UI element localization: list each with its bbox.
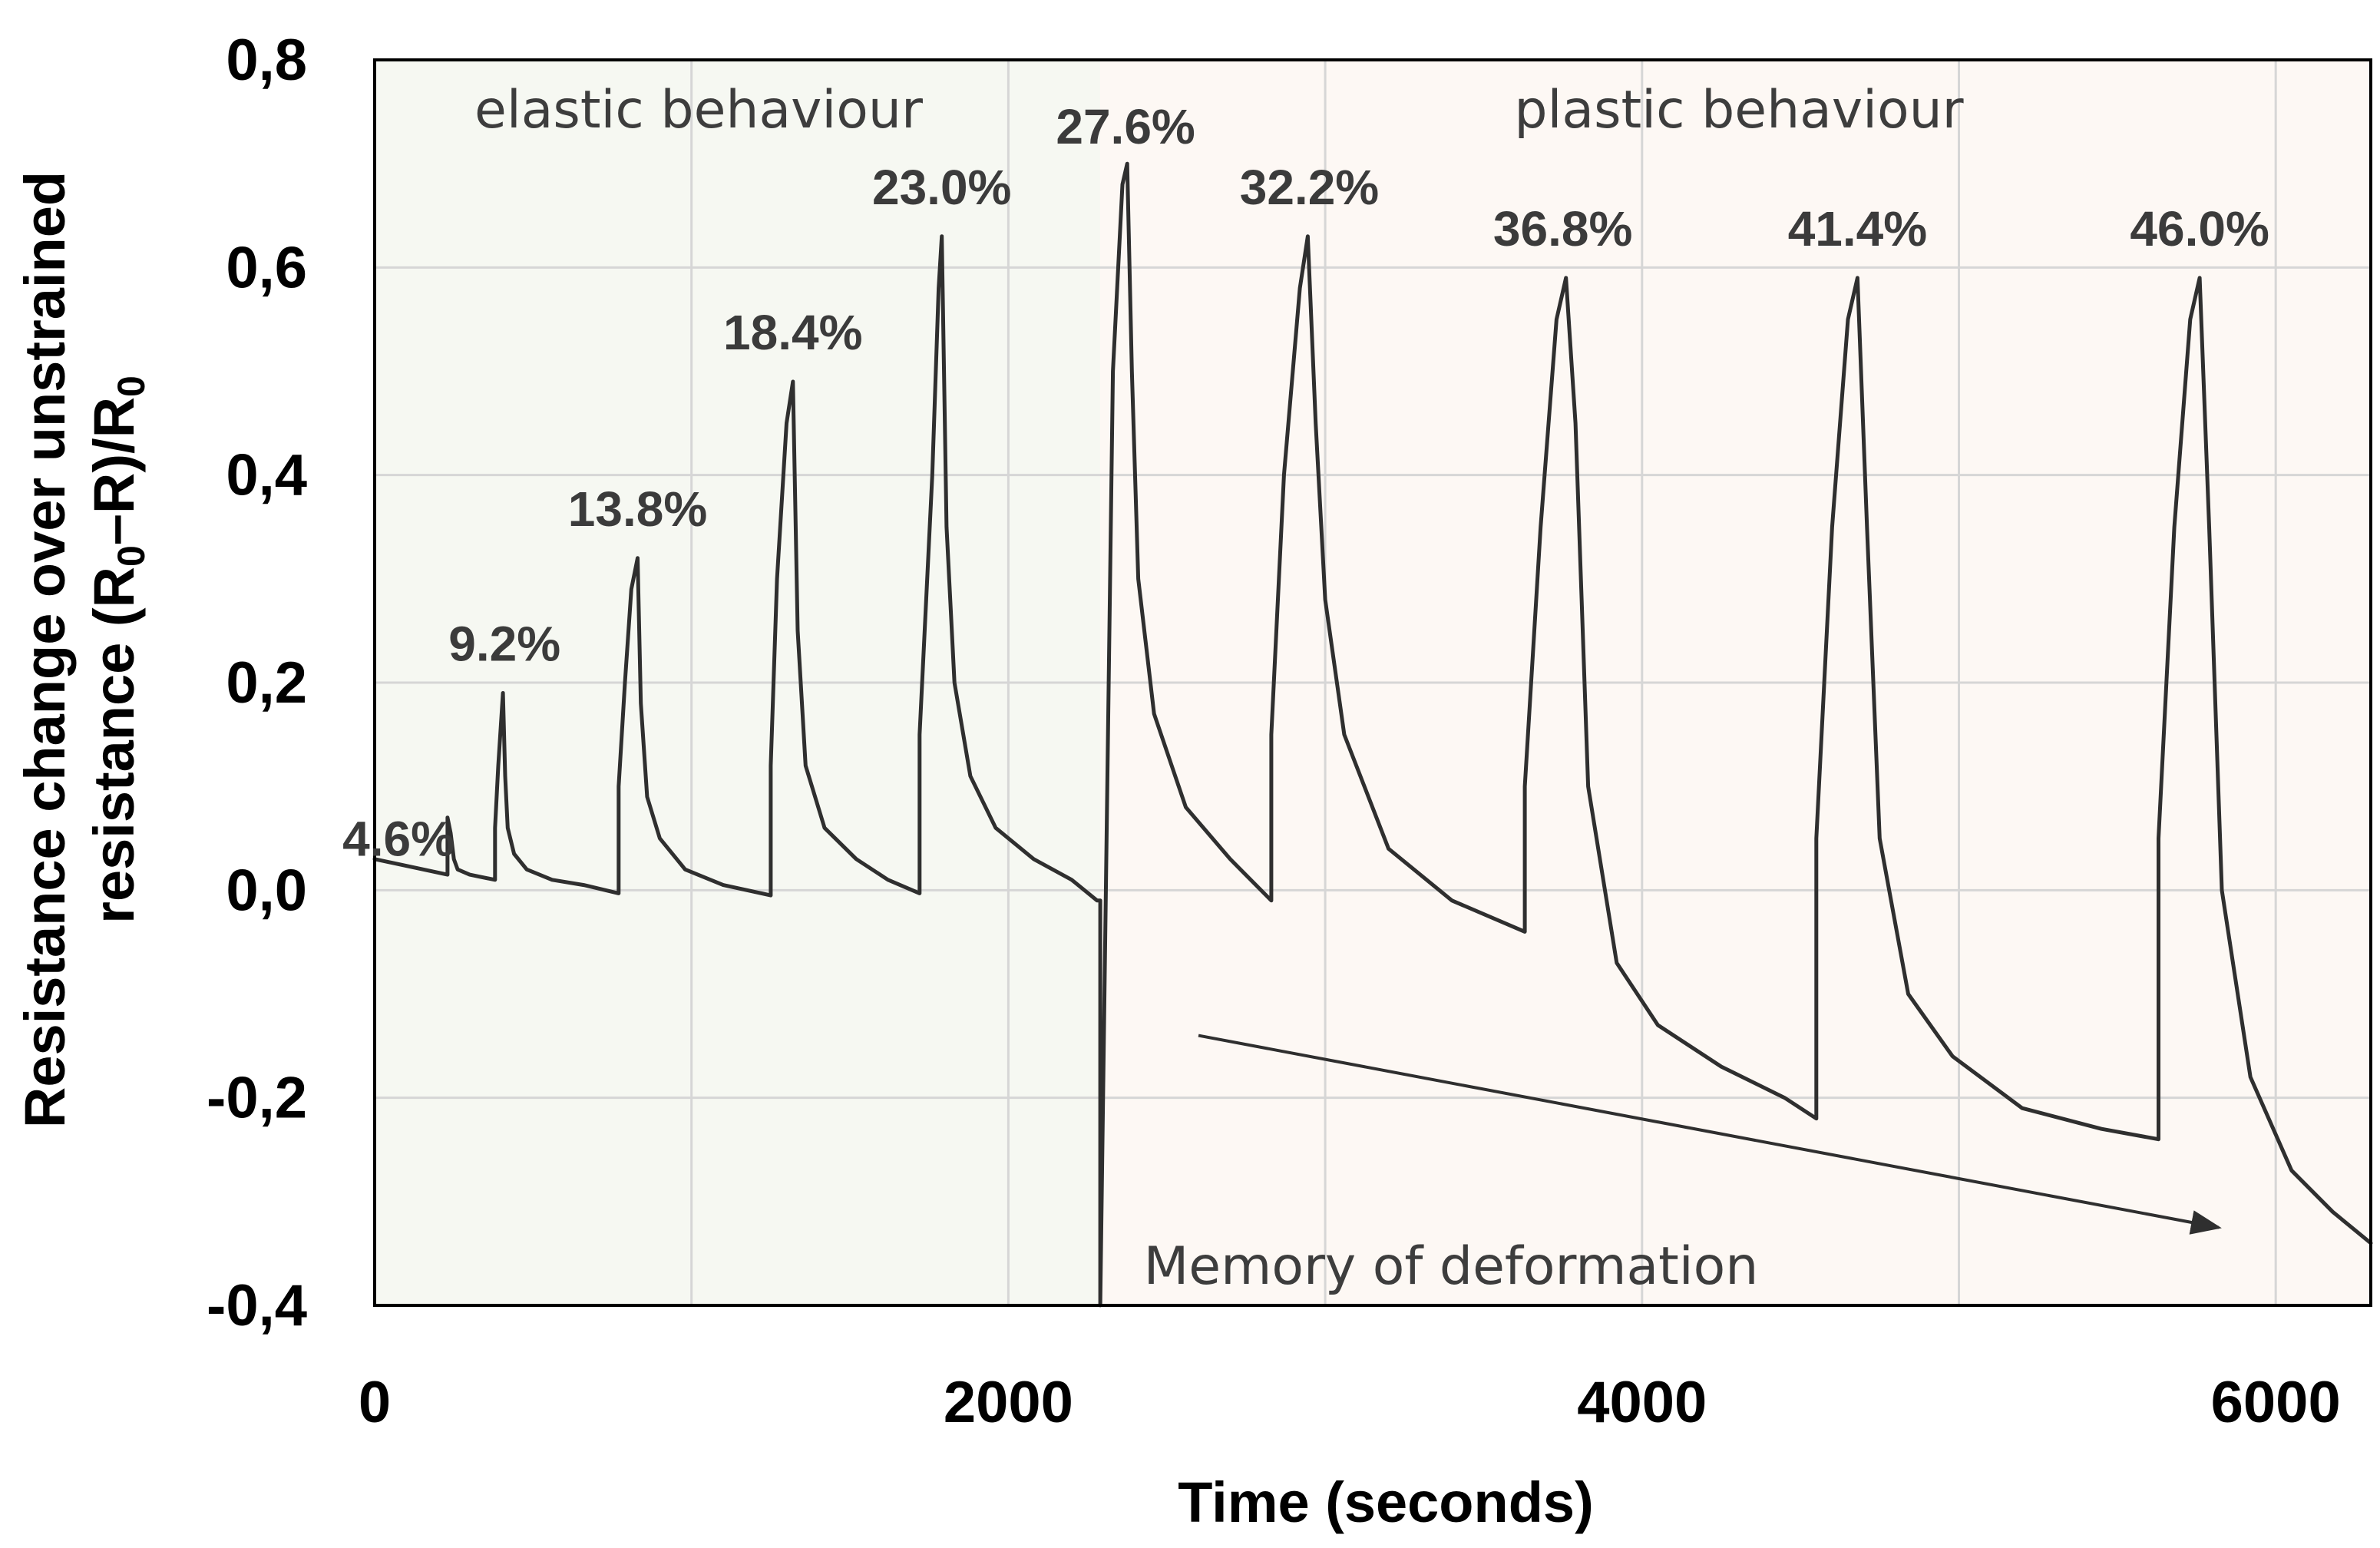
strain-label: 41.4% <box>1788 201 1927 256</box>
x-tick-label: 6000 <box>2211 1370 2341 1435</box>
plot-frame <box>373 58 2372 1307</box>
memory-arrow <box>1198 1034 2222 1235</box>
x-tick-label: 2000 <box>944 1370 1073 1435</box>
plastic-label: plastic behaviour <box>1514 80 1963 141</box>
y-tick-label: -0,2 <box>207 1066 307 1131</box>
strain-label: 18.4% <box>723 305 862 360</box>
strain-labels: 4.6% 9.2% 13.8% 18.4% 23.0% 27.6% 32.2% 36.8% 41… <box>342 99 2269 867</box>
strain-label: 23.0% <box>872 160 1011 215</box>
strain-label: 13.8% <box>568 481 707 537</box>
y-axis-title-sub1: 0 <box>110 545 153 567</box>
y-axis-title-sub2: 0 <box>110 375 153 397</box>
series-line <box>372 161 2373 1308</box>
y-axis-ticks: -0,4 -0,2 0,0 0,2 0,4 0,6 0,8 <box>207 28 307 1338</box>
strain-label: 36.8% <box>1493 201 1632 256</box>
y-tick-label: 0,0 <box>226 858 307 923</box>
x-tick-label: 4000 <box>1577 1370 1707 1435</box>
y-tick-label: 0,8 <box>226 28 307 93</box>
x-tick-label: 0 <box>359 1370 391 1435</box>
x-axis-ticks: 0 2000 4000 6000 <box>359 1370 2341 1435</box>
y-axis-title: Resistance change over unstrained resist… <box>13 171 153 1128</box>
elastic-label: elastic behaviour <box>474 80 923 141</box>
x-axis-title: Time (seconds) <box>1178 1470 1593 1534</box>
y-tick-label: 0,2 <box>226 650 307 716</box>
memory-label: Memory of deformation <box>1144 1236 1759 1297</box>
strain-label: 4.6% <box>342 812 455 867</box>
strain-label: 46.0% <box>2130 201 2269 256</box>
strain-label: 32.2% <box>1240 160 1379 215</box>
y-tick-label: 0,4 <box>226 443 307 508</box>
y-axis-title-part2: –R)/R <box>82 397 146 545</box>
strain-label: 27.6% <box>1056 99 1195 154</box>
series-layer <box>372 161 2373 1308</box>
y-axis-title-part1: resistance (R <box>82 567 146 924</box>
strain-label: 9.2% <box>448 617 560 672</box>
y-tick-label: -0,4 <box>207 1273 307 1338</box>
y-axis-title-line1: Resistance change over unstrained <box>13 171 77 1128</box>
y-tick-label: 0,6 <box>226 235 307 300</box>
y-axis-title-line2: resistance (R0–R)/R0 <box>82 375 153 924</box>
arrow-layer <box>1198 1034 2222 1235</box>
